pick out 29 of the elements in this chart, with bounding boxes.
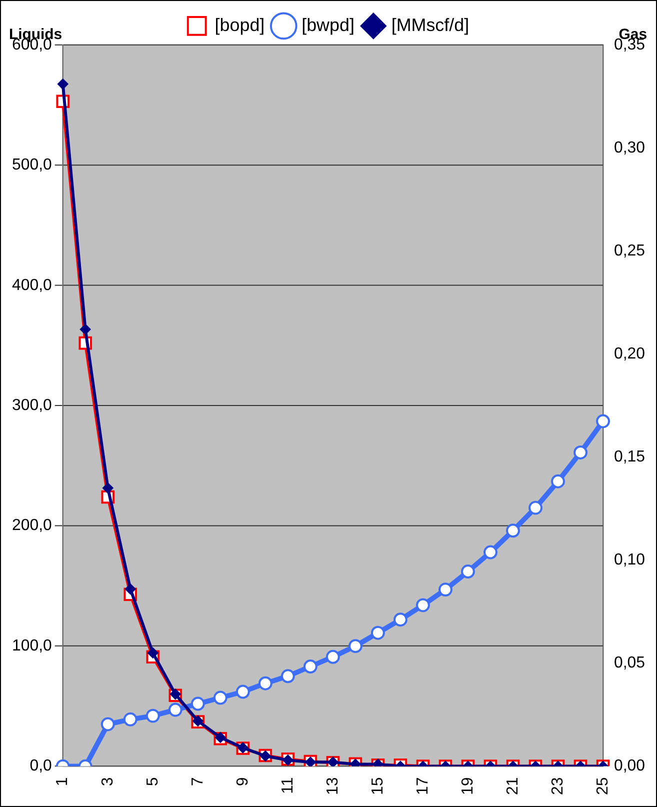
x-tick-label: 3 [99, 777, 116, 786]
x-tick-label: 23 [549, 777, 566, 796]
y-tick-label: 400,0 [12, 276, 52, 294]
y-tick-label: 200,0 [12, 517, 52, 534]
y2-tick-label: 0,20 [614, 345, 646, 362]
x-tick-label: 25 [594, 777, 612, 796]
y-tick-label: 500,0 [12, 156, 52, 174]
x-tick-label: 19 [459, 777, 476, 796]
y-tick-label: 300,0 [12, 396, 52, 414]
x-tick-label: 9 [234, 777, 252, 786]
x-tick-label: 17 [414, 777, 432, 796]
x-tick-label: 1 [54, 777, 72, 786]
x-tick-label: 13 [324, 777, 342, 796]
legend-label: [bwpd] [302, 14, 354, 35]
legend-label: [MMscf/d] [391, 14, 470, 35]
y2-tick-label: 0,30 [614, 139, 646, 156]
y-tick-label: 0,0 [30, 758, 52, 775]
x-tick-label: 11 [279, 777, 296, 794]
y2-tick-label: 0,05 [614, 654, 646, 672]
y2-tick-label: 0,00 [614, 758, 646, 775]
x-tick-label: 15 [369, 777, 386, 796]
x-tick-label: 7 [189, 777, 206, 786]
x-tick-label: 21 [504, 777, 522, 796]
y2-tick-label: 0,15 [614, 448, 646, 466]
legend-label: [bopd] [214, 14, 265, 35]
x-tick-label: 5 [144, 777, 162, 786]
y2-tick-label: 0,25 [614, 242, 646, 260]
y-tick-label: 100,0 [12, 637, 52, 654]
y2-tick-label: 0,10 [614, 552, 646, 569]
